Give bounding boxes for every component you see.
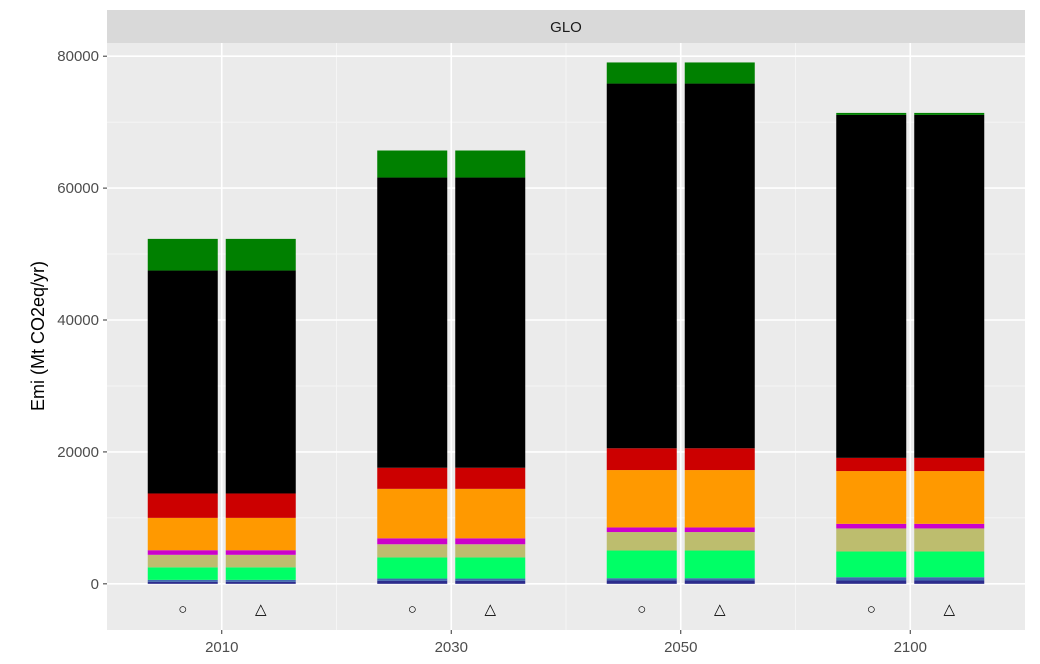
bar-segment xyxy=(147,579,218,582)
bar-segment xyxy=(455,488,526,539)
bar-segment xyxy=(684,83,755,449)
bar-segment xyxy=(225,550,296,555)
bar-segment xyxy=(914,114,985,458)
bar-segment xyxy=(836,112,907,115)
bar-segment xyxy=(914,523,985,529)
bar-segment xyxy=(377,150,448,178)
bar-segment xyxy=(914,580,985,584)
bar-segment xyxy=(836,471,907,524)
bar-marker-circle: ○ xyxy=(637,601,646,618)
bar-segment xyxy=(377,557,448,579)
bar-segment xyxy=(684,470,755,528)
bar-marker-triangle: △ xyxy=(943,601,955,618)
bar-segment xyxy=(914,457,985,472)
bar-segment xyxy=(836,580,907,584)
bar-marker-triangle: △ xyxy=(484,601,496,618)
bar-segment xyxy=(836,577,907,581)
bar-segment xyxy=(225,567,296,580)
bar-segment xyxy=(455,467,526,489)
bar-segment xyxy=(455,177,526,468)
bar-segment xyxy=(684,578,755,581)
bar-segment xyxy=(377,580,448,584)
bar-segment xyxy=(606,578,677,581)
bar-segment xyxy=(606,532,677,551)
bar-segment xyxy=(836,114,907,458)
bar-segment xyxy=(147,567,218,580)
bar-marker-circle: ○ xyxy=(178,601,187,618)
bar-segment xyxy=(377,578,448,581)
bar-segment xyxy=(377,538,448,545)
bar-segment xyxy=(684,550,755,579)
x-axis: 2010 2030 2050 2100 xyxy=(205,630,927,656)
bar-segment xyxy=(225,554,296,568)
x-tick-label: 2010 xyxy=(205,639,238,656)
bar-segment xyxy=(147,517,218,551)
bar-segment xyxy=(455,538,526,545)
grid-major-lines xyxy=(107,43,1025,630)
y-tick-label: 0 xyxy=(91,576,99,593)
y-tick-label: 40000 xyxy=(57,312,99,329)
x-tick-label: 2050 xyxy=(664,639,697,656)
bar-marker-triangle: △ xyxy=(714,601,726,618)
x-tick-label: 2100 xyxy=(894,639,927,656)
bar-marker-circle: ○ xyxy=(408,601,417,618)
bar-segment xyxy=(377,177,448,468)
bar-segment xyxy=(455,557,526,579)
y-axis-title: Emi (Mt CO2eq/yr) xyxy=(28,261,48,411)
bar-segment xyxy=(606,83,677,449)
bar-segment xyxy=(606,550,677,579)
bar-segment xyxy=(914,551,985,578)
bar-segment xyxy=(377,544,448,558)
bar-segment xyxy=(606,62,677,84)
y-tick-label: 60000 xyxy=(57,180,99,197)
bar-segment xyxy=(836,528,907,552)
bar-segment xyxy=(147,581,218,584)
bar-segment xyxy=(684,532,755,551)
bar-segment xyxy=(606,527,677,533)
bar-segment xyxy=(147,270,218,494)
bar-segment xyxy=(684,62,755,84)
bar-segment xyxy=(455,580,526,584)
bar-segment xyxy=(455,150,526,178)
bar-segment xyxy=(377,488,448,539)
bar-segment xyxy=(147,238,218,271)
bar-segment xyxy=(606,470,677,528)
y-tick-label: 80000 xyxy=(57,48,99,65)
bar-segment xyxy=(836,551,907,578)
stacked-bars xyxy=(147,62,985,584)
bar-segment xyxy=(684,448,755,471)
bar-marker-circle: ○ xyxy=(867,601,876,618)
bar-segment xyxy=(914,528,985,552)
bar-segment xyxy=(225,493,296,518)
facet-strip-label: GLO xyxy=(550,19,582,36)
bar-segment xyxy=(377,467,448,489)
bar-segment xyxy=(914,112,985,115)
bar-segment xyxy=(147,554,218,568)
bar-segment xyxy=(225,270,296,494)
bar-segment xyxy=(455,578,526,581)
bar-segment xyxy=(225,581,296,584)
bar-segment xyxy=(225,238,296,271)
bar-segment xyxy=(225,579,296,582)
bar-segment xyxy=(684,527,755,533)
bar-segment xyxy=(606,448,677,471)
bar-marker-triangle: △ xyxy=(255,601,267,618)
bar-segment xyxy=(684,580,755,584)
bar-segment xyxy=(147,550,218,555)
bar-segment xyxy=(147,493,218,518)
x-tick-label: 2030 xyxy=(435,639,468,656)
bar-markers: ○ △ ○ △ ○ △ ○ △ xyxy=(178,601,955,618)
facet-strip xyxy=(107,10,1025,43)
bar-segment xyxy=(836,523,907,529)
y-axis: 0 20000 40000 60000 80000 xyxy=(57,48,107,593)
bar-segment xyxy=(606,580,677,584)
bar-segment xyxy=(914,577,985,581)
bar-segment xyxy=(455,544,526,558)
bar-segment xyxy=(914,471,985,524)
bar-segment xyxy=(836,457,907,472)
bar-segment xyxy=(225,517,296,551)
y-tick-label: 20000 xyxy=(57,444,99,461)
